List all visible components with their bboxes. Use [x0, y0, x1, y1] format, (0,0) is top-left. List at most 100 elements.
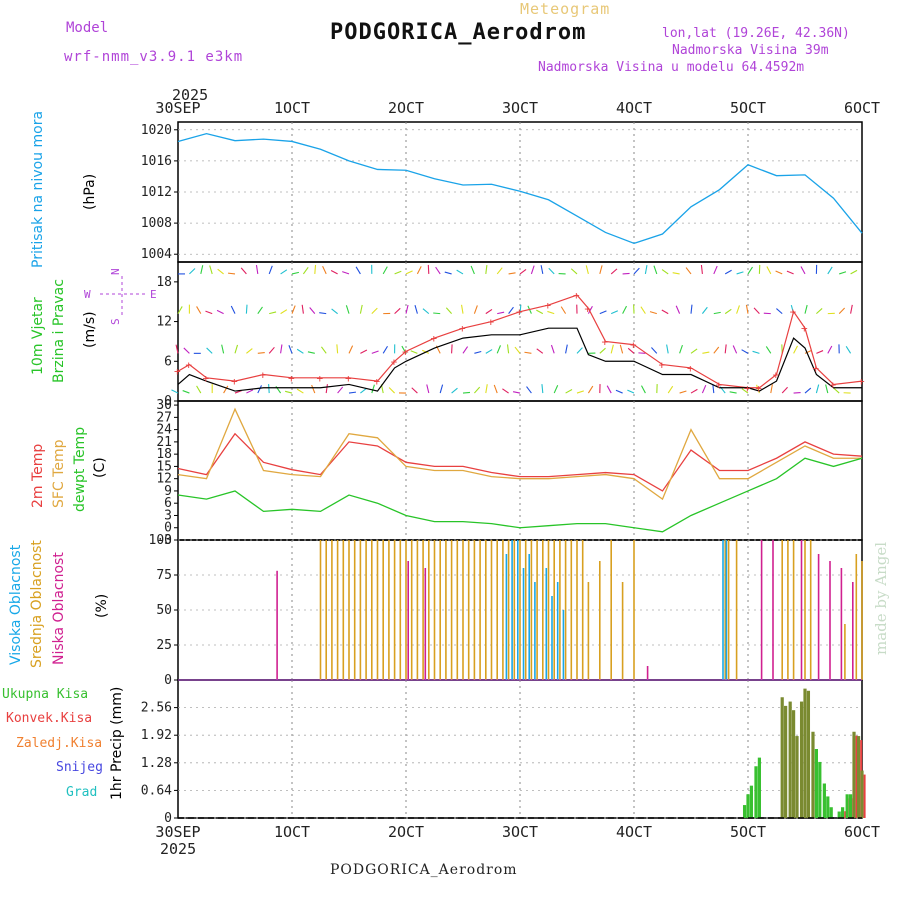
wind-barb: [565, 389, 573, 394]
wind-gust-marker: +: [755, 382, 762, 395]
wind-barb: [206, 347, 213, 354]
wind-barb: [713, 265, 718, 275]
wind-barb: [536, 348, 544, 354]
wind-barb: [325, 384, 328, 394]
y-tick-label: 18: [156, 275, 172, 290]
wind-barb: [502, 388, 509, 394]
wind-barb: [394, 307, 401, 315]
compass-w: W: [84, 288, 91, 301]
wind-gust-marker: +: [545, 299, 552, 312]
wind-barb: [217, 268, 224, 275]
wind-barb: [234, 344, 239, 354]
wind-barb: [736, 271, 744, 275]
wind-barb: [284, 390, 293, 394]
wind-barb: [456, 269, 464, 275]
precip-bar: [814, 749, 818, 818]
year-bottom: 2025: [160, 840, 196, 858]
precip-bar: [845, 794, 849, 818]
wind-barb: [724, 344, 727, 354]
precip-bar: [856, 736, 861, 818]
wind-barb: [445, 307, 453, 314]
precip-bar: [795, 736, 799, 818]
wind-barb: [599, 265, 603, 275]
y-tick-label: 3: [164, 508, 172, 523]
wind-barb: [320, 346, 327, 354]
temp-2m-line: [177, 432, 863, 492]
wind-barb: [781, 386, 788, 394]
wind-barb: [565, 344, 568, 354]
y-tick-label: 2.56: [141, 701, 172, 716]
wind-barb: [587, 305, 593, 314]
wind-barb: [615, 389, 623, 394]
station-title: PODGORICA_Aerodrom: [330, 20, 587, 45]
y-tick-label: 1004: [141, 247, 172, 262]
wind-barb: [414, 305, 418, 314]
precip-bar: [837, 811, 841, 818]
wind-barb: [661, 309, 669, 315]
legend-snow: Snijeg: [56, 760, 103, 775]
lonlat-text: lon,lat (19.26E, 42.36N): [662, 26, 850, 41]
wind-barb: [649, 311, 657, 315]
wind-barb: [667, 385, 674, 394]
wind-barb: [216, 309, 224, 315]
temp-sfc-line: [177, 407, 862, 501]
wind-barb: [205, 310, 213, 315]
y-tick-label: 75: [156, 568, 172, 583]
temp-dewpt-line: [177, 457, 863, 533]
wind-barb: [433, 312, 441, 315]
wind-gust-marker: +: [185, 359, 192, 372]
wind-gust-marker: +: [203, 372, 210, 385]
wind-barb: [753, 307, 760, 315]
wind-barb: [679, 390, 687, 394]
wind-barb: [451, 387, 458, 394]
y-tick-label: 12: [156, 472, 172, 487]
wind-barb: [246, 348, 253, 354]
wind-barb: [485, 308, 493, 315]
wind-gust-marker: +: [391, 355, 398, 368]
wind-barb: [827, 266, 833, 275]
wind-barb: [627, 347, 635, 354]
wind-barb: [322, 265, 327, 275]
wind-barb: [679, 344, 683, 354]
wind-gust-marker: +: [801, 322, 808, 335]
model-name: wrf-nmm_v3.9.1 e3km: [64, 49, 244, 65]
wind-gust-marker: +: [858, 375, 865, 388]
wind-barb: [540, 265, 544, 275]
precip-bar: [780, 697, 784, 818]
x-tick-label-bottom: 6OCT: [844, 823, 880, 841]
footer-station: PODGORICA_Aerodrom: [330, 862, 518, 878]
wind-barb: [839, 271, 847, 275]
wind-barb: [311, 384, 316, 394]
compass-e: E: [150, 288, 157, 301]
legend-conv-rain: Konvek.Kisa: [6, 711, 93, 726]
wind-barb: [485, 384, 488, 394]
wind-barb: [833, 387, 840, 394]
wind-barb: [850, 304, 853, 314]
wind-barb: [547, 310, 555, 315]
wind-gust-marker: +: [374, 375, 381, 388]
y-tick-label: 27: [156, 410, 172, 425]
wind-barb: [345, 305, 350, 314]
wind-barb: [606, 385, 612, 394]
wind-barb: [426, 384, 430, 394]
wind-gust-marker: +: [716, 378, 723, 391]
y-tick-label: 15: [156, 459, 172, 474]
wind-barb: [268, 346, 275, 354]
precip-conv-bar: [863, 774, 866, 818]
wind-barb: [348, 391, 357, 394]
wind-barb: [747, 266, 753, 275]
wind-barb: [766, 266, 772, 275]
x-tick-label-bottom: 30SEP: [155, 823, 200, 841]
wind-gust-marker: +: [488, 316, 495, 329]
y-tick-label: 1008: [141, 216, 172, 231]
wind-barb: [585, 265, 589, 275]
wind-barb: [280, 344, 283, 354]
wind-barb: [422, 308, 430, 315]
y-tick-label: 24: [156, 423, 172, 438]
wind-barb: [514, 346, 521, 354]
wind-barb: [685, 267, 692, 275]
wind-gust-marker: +: [402, 345, 409, 358]
wind-gust-marker: +: [584, 302, 591, 315]
wind-barb: [815, 384, 820, 394]
wind-gust-marker: +: [459, 322, 466, 335]
